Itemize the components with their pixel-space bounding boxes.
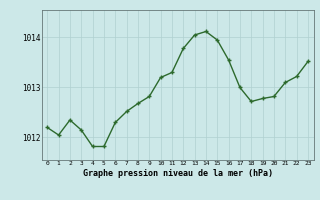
X-axis label: Graphe pression niveau de la mer (hPa): Graphe pression niveau de la mer (hPa) [83,169,273,178]
